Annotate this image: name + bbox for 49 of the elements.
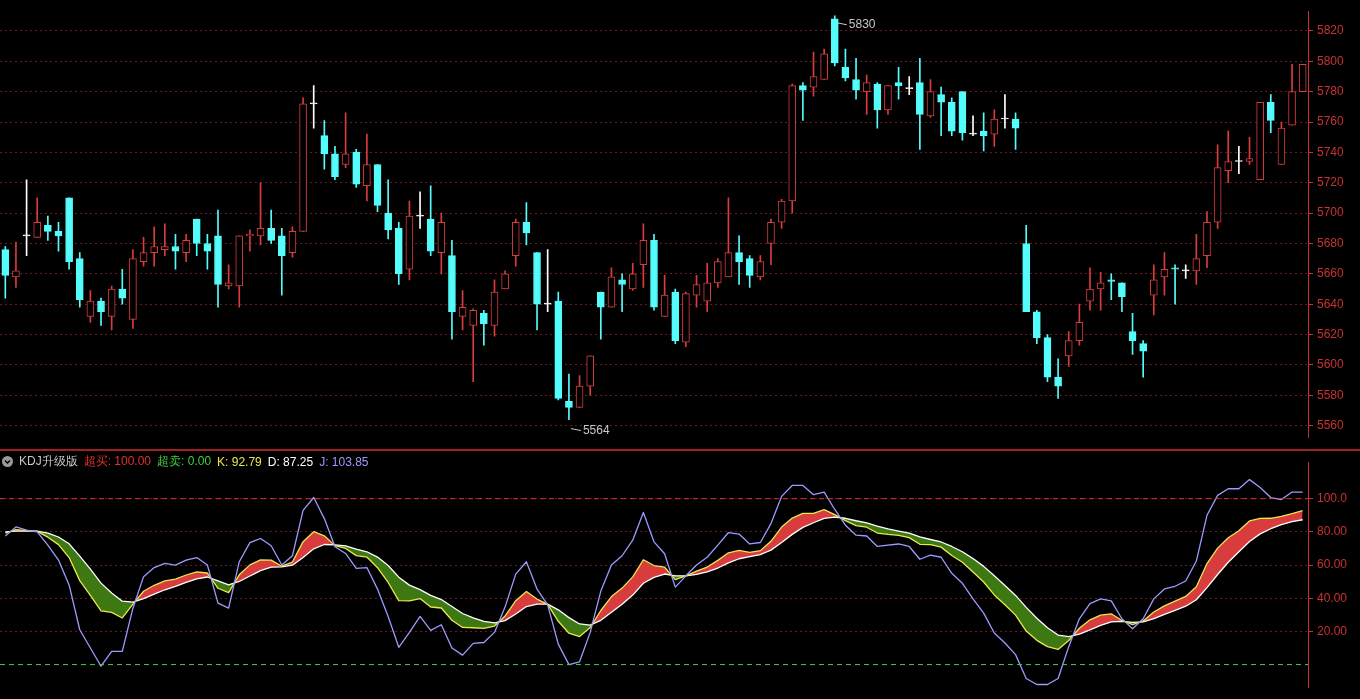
y-tick-label: 20.00 <box>1317 623 1348 638</box>
y-tick-label: 5800 <box>1317 53 1345 68</box>
candlestick <box>416 191 424 229</box>
y-tick-label: 5600 <box>1317 357 1345 372</box>
candlestick <box>12 241 20 288</box>
candlestick <box>862 74 871 115</box>
candlestick <box>1107 273 1116 300</box>
candlestick <box>150 226 159 267</box>
text: K: 92.79 <box>217 454 262 469</box>
candlestick <box>469 308 478 382</box>
y-tick-label: 5560 <box>1317 417 1345 432</box>
candlestick <box>1054 358 1062 399</box>
candlestick <box>937 86 945 137</box>
y-tick-label: 5620 <box>1317 326 1345 341</box>
y-tick-label: 60.00 <box>1317 557 1348 572</box>
candlestick <box>1224 130 1233 184</box>
candlestick <box>161 223 169 256</box>
candlestick <box>1171 264 1179 305</box>
candlestick <box>565 373 573 420</box>
y-tick-label: 5820 <box>1317 23 1345 38</box>
chart-title: KDJ升级版 <box>19 453 78 470</box>
annotation: 5830 <box>848 17 876 32</box>
text: D: 87.25 <box>267 454 314 469</box>
candlestick <box>969 115 977 137</box>
ref-line-label: 超卖: 0.00 <box>157 453 212 470</box>
y-tick-label: 5680 <box>1317 235 1345 250</box>
y-tick-label: 5700 <box>1317 205 1345 220</box>
text: J: 103.85 <box>319 454 369 469</box>
candlestick <box>618 273 626 313</box>
ref-line-label: 超买: 100.00 <box>83 453 152 470</box>
annotation: 5564 <box>582 422 610 437</box>
y-tick-label: 5580 <box>1317 387 1345 402</box>
y-tick-label: 5760 <box>1317 114 1345 129</box>
y-tick-label: 5740 <box>1317 144 1345 159</box>
candlestick <box>1001 94 1009 129</box>
y-tick-label: 5660 <box>1317 266 1345 281</box>
candlestick <box>735 235 743 285</box>
y-tick-label: 40.00 <box>1317 590 1348 605</box>
candlestick <box>852 57 860 100</box>
candlestick <box>799 82 807 121</box>
y-tick-label: 5720 <box>1317 175 1345 190</box>
candlestick <box>309 85 318 129</box>
y-tick-label: 80.00 <box>1317 524 1348 539</box>
candlestick <box>1139 340 1147 378</box>
candlestick <box>118 268 127 305</box>
candlestick <box>1181 264 1190 279</box>
y-tick-label: 5640 <box>1317 296 1345 311</box>
y-tick-label: 5780 <box>1317 83 1345 98</box>
y-tick-label: 100.0 <box>1317 491 1348 506</box>
